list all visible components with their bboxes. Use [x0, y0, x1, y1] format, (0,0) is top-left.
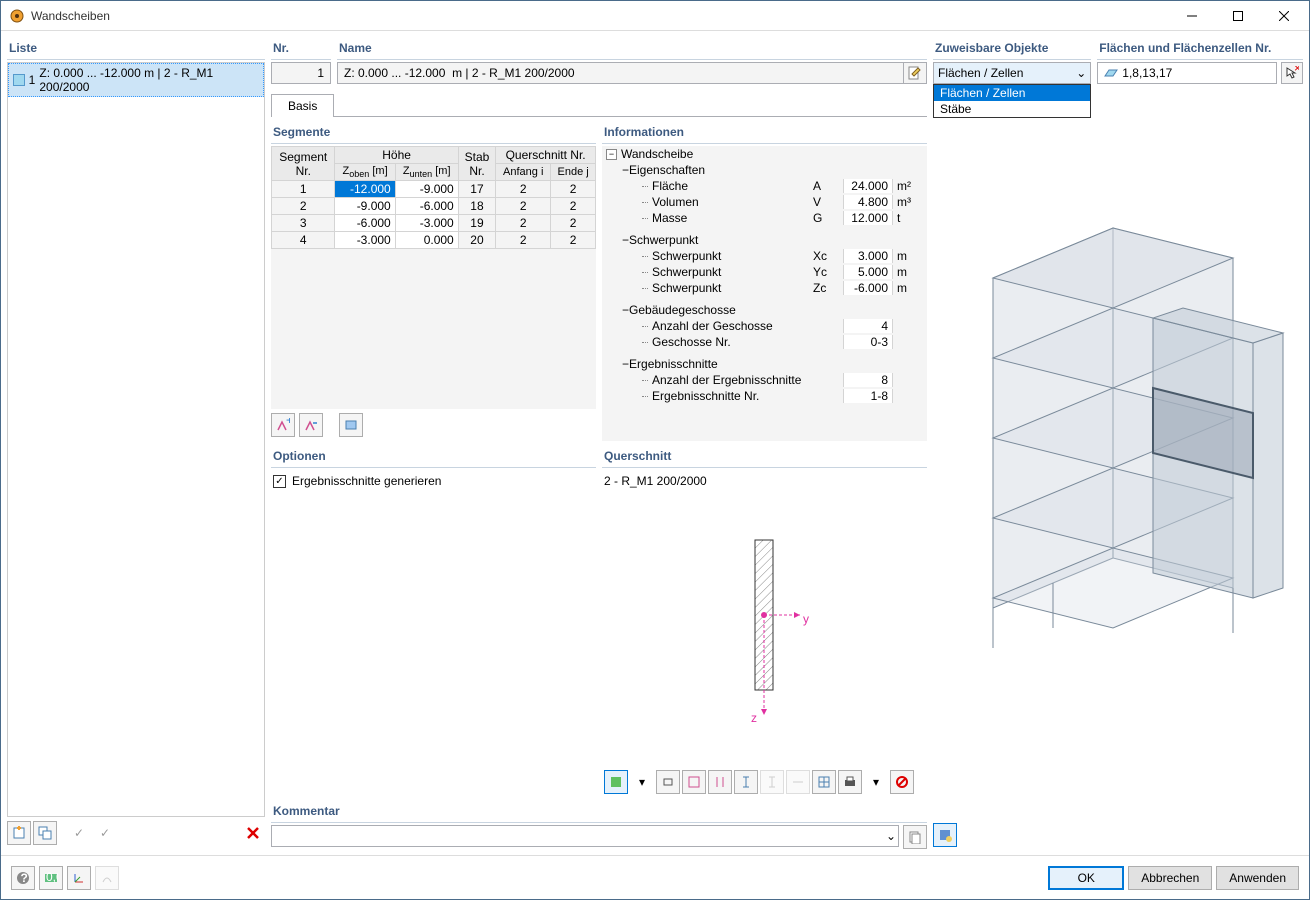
model-view-button[interactable] [933, 823, 957, 847]
tab-basis[interactable]: Basis [271, 94, 334, 117]
pick-button[interactable]: × [1281, 62, 1303, 84]
qs-tool-4[interactable] [708, 770, 732, 794]
surface-icon [1104, 68, 1118, 78]
kommentar-library-button[interactable] [903, 825, 927, 849]
maximize-button[interactable] [1215, 1, 1261, 31]
window-title: Wandscheiben [31, 9, 1169, 23]
assign-header: Zuweisbare Objekte [933, 37, 1091, 60]
uncheck-all-button[interactable]: ✓ [93, 821, 117, 845]
check-all-button[interactable]: ✓ [67, 821, 91, 845]
flachen-input[interactable]: 1,8,13,17 [1097, 62, 1277, 84]
kommentar-combo[interactable]: ⌄ [271, 825, 899, 847]
list-item-text: Z: 0.000 ... -12.000 m | 2 - R_M1 200/20… [39, 66, 259, 94]
seg-delete-button[interactable] [299, 413, 323, 437]
combo-option[interactable]: Stäbe [934, 101, 1090, 117]
info-header: Informationen [602, 121, 927, 144]
svg-text:z: z [751, 711, 757, 725]
qs-tool-6[interactable] [760, 770, 784, 794]
combo-option[interactable]: Flächen / Zellen [934, 85, 1090, 101]
seg-add-button[interactable]: + [271, 413, 295, 437]
name-input[interactable] [337, 62, 903, 84]
svg-text:×: × [1294, 66, 1299, 75]
list-item-icon [13, 74, 25, 86]
name-label: Name [337, 37, 927, 60]
tabs: Basis [271, 94, 927, 117]
close-button[interactable] [1261, 1, 1307, 31]
titlebar: Wandscheiben [1, 1, 1309, 31]
app-icon [9, 8, 25, 24]
qs-tool-5[interactable] [734, 770, 758, 794]
assign-combo[interactable]: Flächen / Zellen⌄ Flächen / Zellen Stäbe [933, 62, 1091, 84]
segmente-header: Segmente [271, 121, 596, 144]
new-button[interactable] [7, 821, 31, 845]
seg-edit-button[interactable] [339, 413, 363, 437]
cancel-button[interactable]: Abbrechen [1128, 866, 1212, 890]
axes-button[interactable] [67, 866, 91, 890]
help-button[interactable]: ? [11, 866, 35, 890]
chevron-down-icon[interactable]: ▾ [630, 770, 654, 794]
list-item[interactable]: 1 Z: 0.000 ... -12.000 m | 2 - R_M1 200/… [8, 63, 264, 97]
svg-text:0,00: 0,00 [46, 871, 58, 884]
chevron-down-icon[interactable]: ▾ [864, 770, 888, 794]
minimize-button[interactable] [1169, 1, 1215, 31]
qs-tool-7[interactable] [786, 770, 810, 794]
nr-input[interactable]: 1 [271, 62, 331, 84]
svg-text:+: + [286, 418, 290, 427]
qs-grid-button[interactable] [812, 770, 836, 794]
gen-checkbox[interactable]: ✓ Ergebnisschnitte generieren [271, 470, 596, 492]
qs-print-button[interactable] [838, 770, 862, 794]
delete-button[interactable] [241, 821, 265, 845]
units-button[interactable]: 0,00 [39, 866, 63, 890]
liste-header: Liste [7, 37, 265, 60]
model-view[interactable] [933, 88, 1303, 817]
qs-tool-3[interactable] [682, 770, 706, 794]
svg-text:y: y [803, 612, 809, 626]
copy-button[interactable] [33, 821, 57, 845]
querschnitt-header: Querschnitt [602, 445, 927, 468]
svg-text:?: ? [21, 871, 28, 885]
nr-label: Nr. [271, 37, 331, 60]
kommentar-header: Kommentar [271, 800, 927, 823]
optionen-header: Optionen [271, 445, 596, 468]
flachen-header: Flächen und Flächenzellen Nr. [1097, 37, 1303, 60]
qs-reset-button[interactable] [890, 770, 914, 794]
querschnitt-name: 2 - R_M1 200/2000 [602, 470, 927, 492]
info-tree: −Wandscheibe −Eigenschaften FlächeA24.00… [602, 146, 927, 441]
ok-button[interactable]: OK [1048, 866, 1124, 890]
list-item-num: 1 [29, 73, 36, 87]
footer-tool-4[interactable] [95, 866, 119, 890]
querschnitt-preview: y z [602, 492, 927, 768]
qs-tool-2[interactable] [656, 770, 680, 794]
qs-tool-1[interactable] [604, 770, 628, 794]
liste-box[interactable]: 1 Z: 0.000 ... -12.000 m | 2 - R_M1 200/… [7, 62, 265, 817]
chevron-down-icon: ⌄ [886, 829, 896, 843]
chevron-down-icon: ⌄ [1076, 66, 1086, 80]
apply-button[interactable]: Anwenden [1216, 866, 1299, 890]
segments-table[interactable]: Segment Nr. Höhe Stab Nr. Querschnitt Nr… [271, 146, 596, 249]
edit-name-button[interactable] [903, 62, 927, 84]
